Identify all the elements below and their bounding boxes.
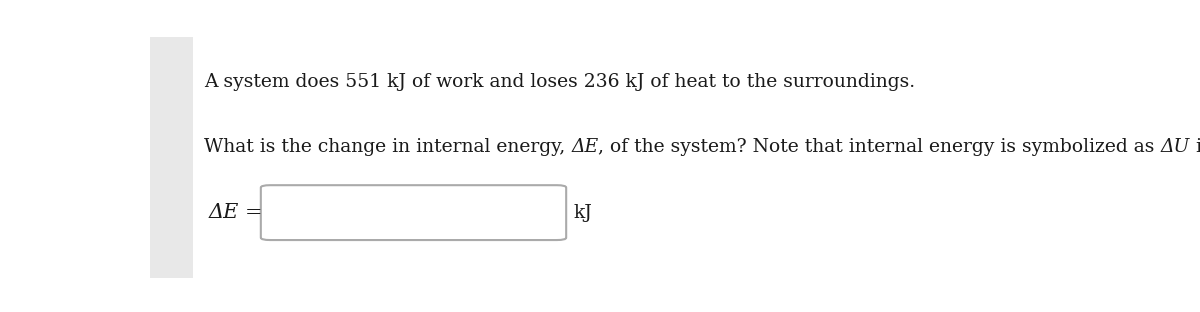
FancyBboxPatch shape: [260, 185, 566, 240]
Text: , of the system? Note that internal energy is symbolized as: , of the system? Note that internal ener…: [599, 138, 1160, 156]
Text: What is the change in internal energy,: What is the change in internal energy,: [204, 138, 571, 156]
Text: A system does 551 kJ of work and loses 236 kJ of heat to the surroundings.: A system does 551 kJ of work and loses 2…: [204, 74, 916, 91]
FancyBboxPatch shape: [150, 37, 193, 278]
Text: kJ: kJ: [574, 204, 593, 222]
Text: ΔE: ΔE: [571, 138, 599, 156]
Text: ΔU: ΔU: [1160, 138, 1190, 156]
Text: ΔE =: ΔE =: [209, 203, 263, 222]
Text: in some sources.: in some sources.: [1190, 138, 1200, 156]
